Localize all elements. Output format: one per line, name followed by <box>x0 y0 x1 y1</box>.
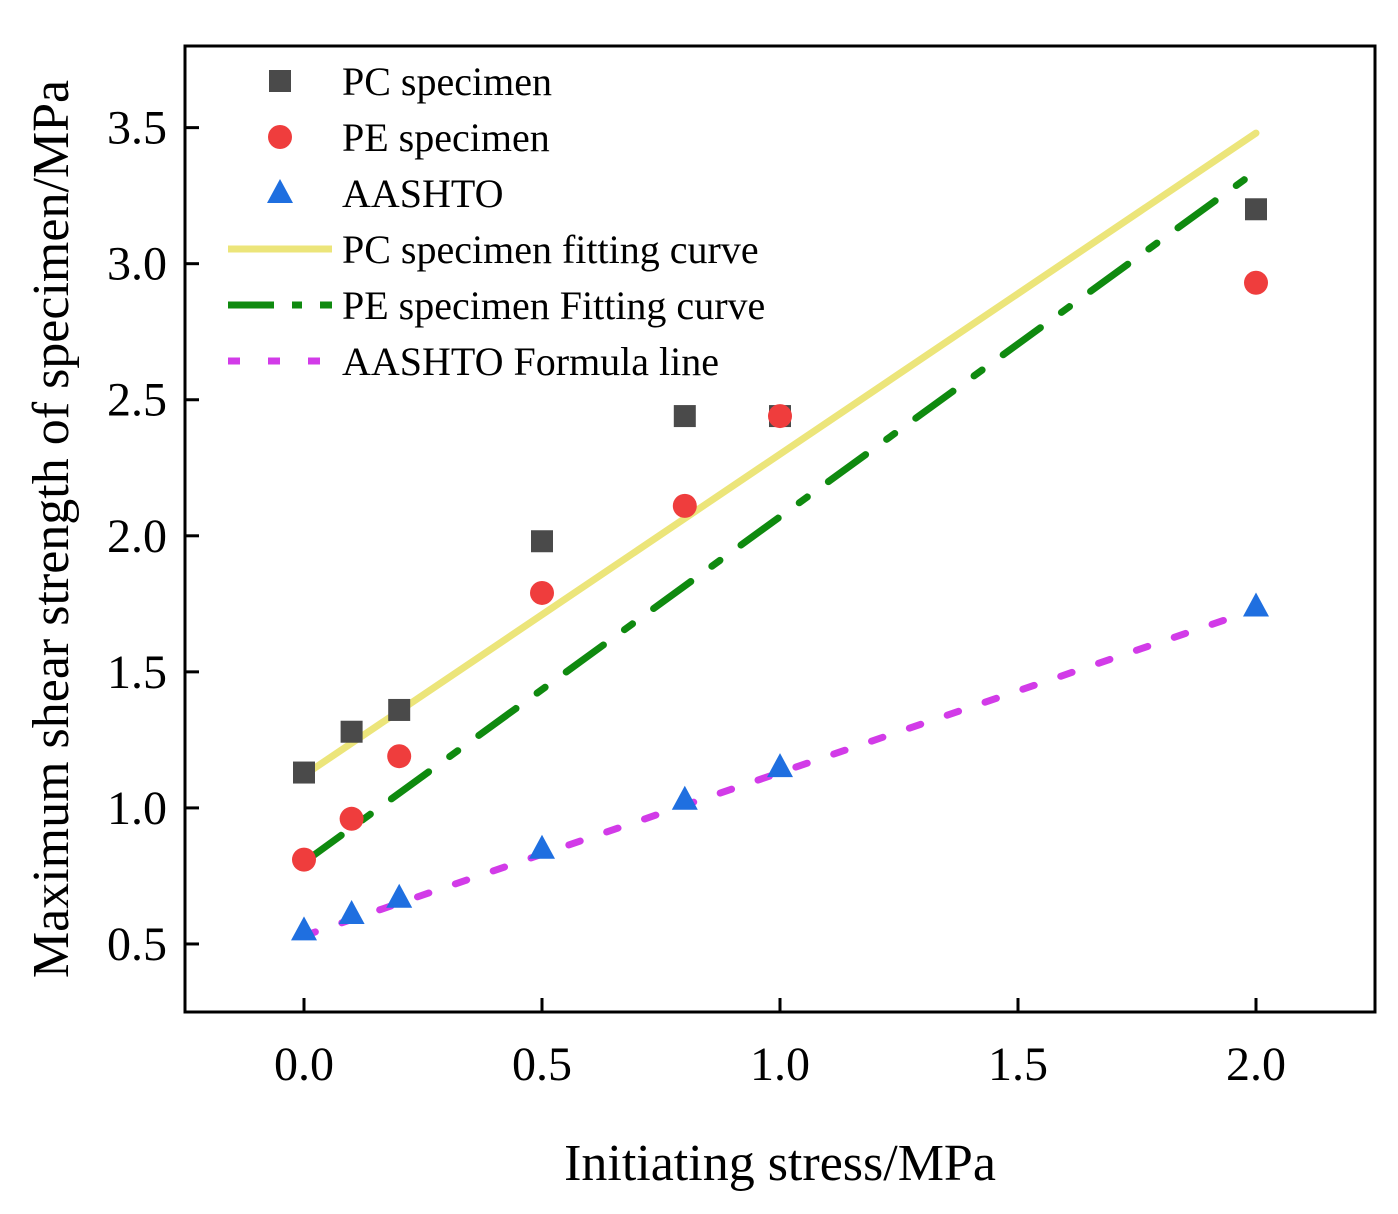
y-tick-label: 1.0 <box>107 782 167 835</box>
pc-specimen-point <box>1245 198 1267 221</box>
y-tick-label: 2.0 <box>107 510 167 563</box>
pe-specimen-fitting-curve-line <box>300 167 1260 866</box>
y-tick-label: 1.5 <box>107 646 167 699</box>
aashto-point <box>529 834 555 859</box>
y-tick-label: 3.0 <box>107 238 167 291</box>
aashto-point <box>671 785 698 810</box>
aashto-point <box>338 900 365 925</box>
pc-specimen-point <box>673 405 696 428</box>
y-tick-label: 0.5 <box>107 918 167 971</box>
legend-label: PC specimen fitting curve <box>342 227 759 272</box>
aashto-point <box>386 883 413 908</box>
pe-specimen-point <box>387 744 412 769</box>
x-tick-label: 0.0 <box>274 1038 334 1091</box>
y-tick-label: 3.5 <box>107 102 167 155</box>
x-tick-label: 1.0 <box>750 1038 810 1091</box>
aashto-point <box>291 916 317 941</box>
pc-specimen-point <box>388 698 411 721</box>
x-tick-label: 1.5 <box>988 1038 1048 1091</box>
pe-specimen-point <box>672 493 697 518</box>
pc-specimen-point <box>340 720 363 743</box>
pc-specimen-point <box>293 761 315 784</box>
legend-swatch-pe-specimen <box>268 125 292 149</box>
pe-specimen-point <box>292 847 316 872</box>
pe-specimen-point <box>530 580 554 605</box>
legend: PC specimen PE specimen AASHTO PC specimen … <box>228 59 765 384</box>
y-tick-label: 2.5 <box>107 374 167 427</box>
legend-swatch-aashto <box>267 179 293 203</box>
y-axis-title: Maximum shear strength of specimen/MPa <box>23 80 80 978</box>
x-axis-title: Initiating stress/MPa <box>564 1135 996 1192</box>
pc-specimen-point <box>531 530 553 553</box>
pe-specimen-point <box>1244 270 1268 295</box>
legend-label: AASHTO Formula line <box>342 339 719 384</box>
x-tick-label: 2.0 <box>1226 1038 1286 1091</box>
aashto-point <box>767 753 793 778</box>
aashto-point <box>1243 592 1269 617</box>
legend-label: PC specimen <box>342 59 552 104</box>
legend-swatch-pc-specimen <box>269 70 291 92</box>
legend-label: AASHTO <box>342 171 504 216</box>
legend-label: PE specimen <box>342 115 550 160</box>
pe-specimen-point <box>339 806 364 831</box>
aashto-formula-line-line <box>300 605 1260 940</box>
pc-specimen-fitting-curve-line <box>300 129 1260 779</box>
legend-label: PE specimen Fitting curve <box>342 283 765 328</box>
pe-specimen-point <box>768 404 792 429</box>
x-tick-label: 0.5 <box>512 1038 572 1091</box>
